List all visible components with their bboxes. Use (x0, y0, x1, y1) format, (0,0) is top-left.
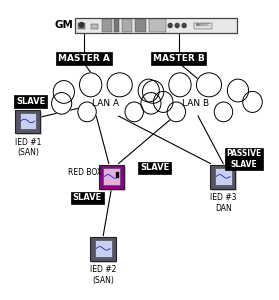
Circle shape (168, 23, 172, 28)
Ellipse shape (153, 92, 173, 112)
FancyBboxPatch shape (75, 18, 237, 33)
Text: IED #1
(SAN): IED #1 (SAN) (15, 138, 41, 158)
Ellipse shape (52, 92, 72, 114)
Ellipse shape (141, 92, 161, 114)
FancyBboxPatch shape (99, 165, 124, 189)
Ellipse shape (243, 92, 262, 112)
FancyBboxPatch shape (135, 19, 146, 32)
Text: LAN A: LAN A (92, 99, 120, 108)
FancyBboxPatch shape (101, 167, 126, 191)
Ellipse shape (78, 102, 96, 122)
FancyBboxPatch shape (194, 23, 212, 28)
FancyBboxPatch shape (90, 237, 116, 261)
FancyBboxPatch shape (17, 112, 42, 135)
Text: SLAVE: SLAVE (16, 97, 45, 106)
FancyBboxPatch shape (78, 23, 85, 29)
Text: SLAVE: SLAVE (73, 194, 102, 202)
Ellipse shape (214, 102, 233, 122)
Text: MASTER A: MASTER A (58, 54, 110, 63)
Text: IED #2
(SAN): IED #2 (SAN) (90, 266, 116, 285)
Ellipse shape (167, 102, 186, 122)
FancyBboxPatch shape (91, 24, 98, 28)
Text: LAN B: LAN B (182, 99, 209, 108)
FancyBboxPatch shape (15, 110, 40, 133)
FancyBboxPatch shape (102, 19, 112, 32)
Ellipse shape (53, 80, 74, 103)
FancyBboxPatch shape (116, 175, 118, 177)
FancyBboxPatch shape (116, 172, 118, 174)
FancyBboxPatch shape (215, 168, 232, 184)
Text: SLAVE: SLAVE (140, 164, 169, 172)
Ellipse shape (169, 73, 191, 97)
Text: RED BOX: RED BOX (68, 168, 102, 177)
Ellipse shape (80, 73, 102, 97)
Ellipse shape (196, 73, 222, 97)
Ellipse shape (227, 79, 249, 102)
FancyBboxPatch shape (210, 165, 235, 189)
FancyBboxPatch shape (212, 167, 237, 191)
Text: IED #3
DAN: IED #3 DAN (210, 194, 236, 213)
Ellipse shape (107, 73, 132, 97)
Ellipse shape (125, 102, 143, 122)
FancyBboxPatch shape (95, 240, 112, 256)
FancyBboxPatch shape (20, 113, 36, 129)
FancyBboxPatch shape (149, 19, 166, 32)
FancyBboxPatch shape (92, 239, 117, 263)
Circle shape (79, 22, 84, 27)
Text: MASTER B: MASTER B (153, 54, 205, 63)
FancyBboxPatch shape (122, 19, 132, 32)
Text: PASSIVE
SLAVE: PASSIVE SLAVE (227, 149, 262, 169)
FancyBboxPatch shape (103, 168, 120, 184)
Circle shape (182, 23, 186, 28)
FancyBboxPatch shape (114, 19, 119, 32)
Ellipse shape (138, 79, 159, 102)
Text: GM: GM (54, 20, 73, 31)
Circle shape (175, 23, 179, 28)
Ellipse shape (143, 80, 164, 103)
Text: A#B01C: A#B01C (196, 23, 210, 28)
